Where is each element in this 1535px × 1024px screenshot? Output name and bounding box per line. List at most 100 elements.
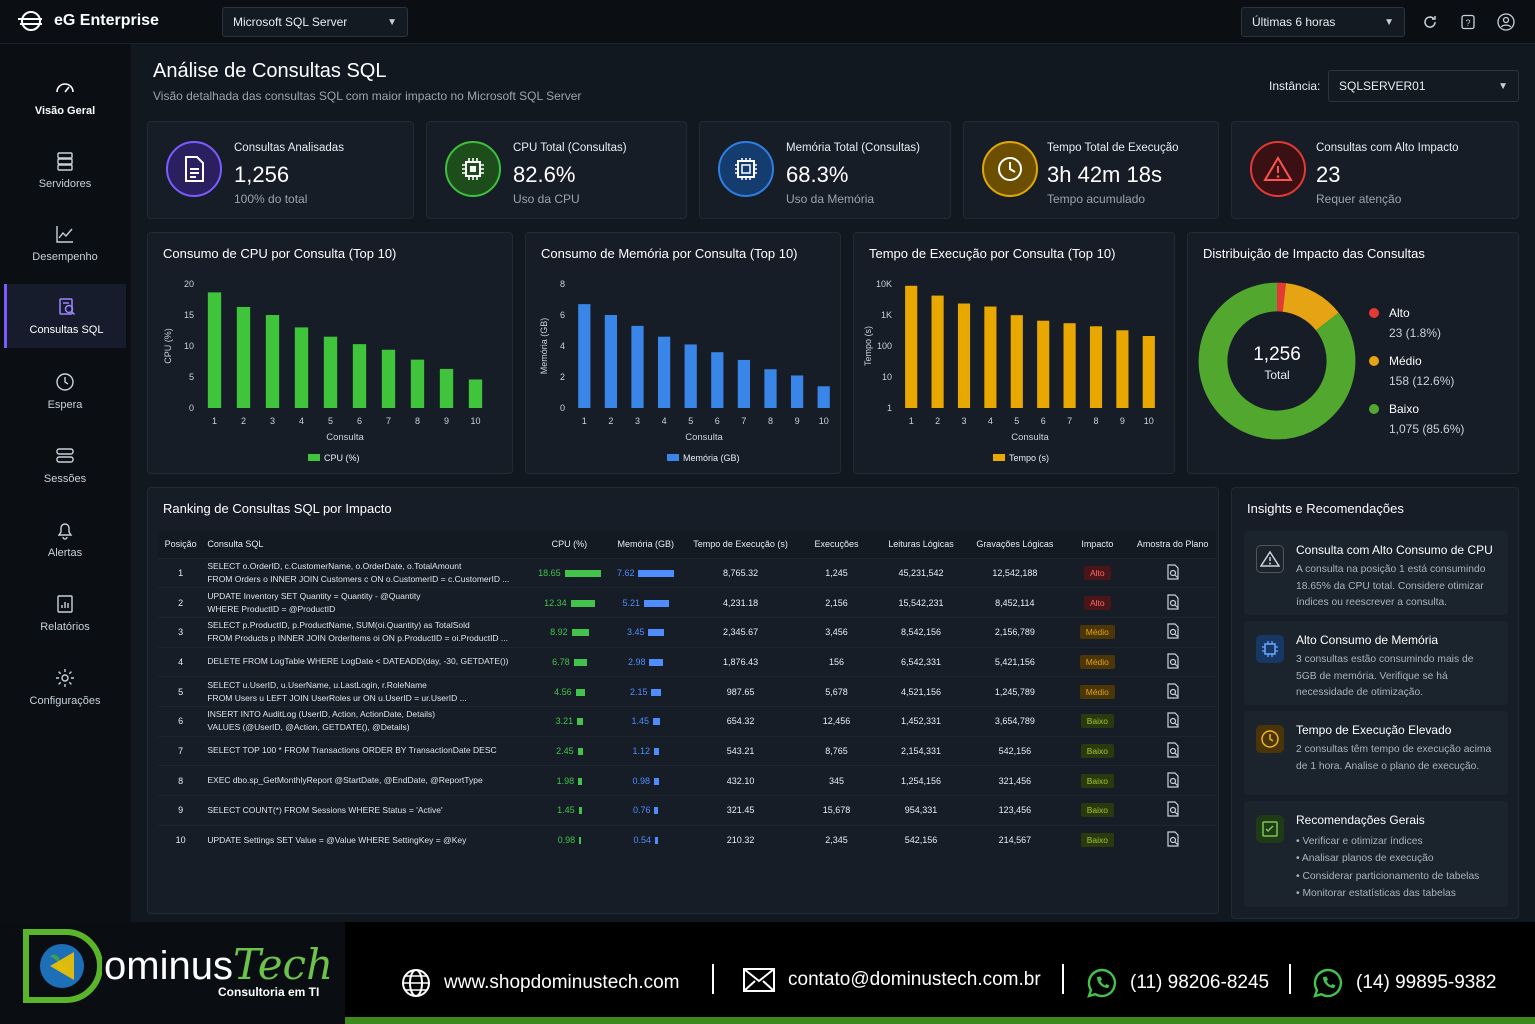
col-header[interactable]: Consulta SQL: [203, 530, 534, 558]
col-header[interactable]: Execuções: [795, 530, 878, 558]
contact-website[interactable]: www.shopdominustech.com: [400, 967, 680, 999]
sidebar-item-label: Servidores: [38, 178, 92, 190]
cell-sql: UPDATE Settings SET Value = @Value WHERE…: [203, 824, 534, 855]
col-header[interactable]: Amostra do Plano: [1129, 530, 1216, 558]
legend-value: 23 (1.8%): [1389, 326, 1441, 340]
cell-plan[interactable]: [1129, 824, 1216, 855]
cell-time: 8,765.32: [685, 557, 796, 588]
cell-cpu: 2.45: [533, 735, 606, 766]
table-row[interactable]: 5 SELECT u.UserID, u.UserName, u.LastLogi…: [158, 676, 1216, 707]
cell-plan[interactable]: [1129, 557, 1216, 588]
sidebar-item-relatorios[interactable]: Relatórios: [4, 581, 126, 645]
sidebar-item-servidores[interactable]: Servidores: [4, 138, 126, 202]
contact-phone-2[interactable]: (14) 99895-9382: [1312, 967, 1497, 999]
plan-sample-icon[interactable]: [1166, 682, 1180, 699]
cell-plan[interactable]: [1129, 646, 1216, 677]
cell-plan[interactable]: [1129, 676, 1216, 707]
instance-select[interactable]: SQLSERVER01 ▼: [1328, 70, 1519, 102]
insight-cpu[interactable]: Consulta com Alto Consumo de CPU A consu…: [1244, 531, 1508, 615]
y-tick-label: 5: [189, 372, 194, 382]
plan-sample-icon[interactable]: [1166, 623, 1180, 639]
donut-slice: [1282, 283, 1339, 331]
x-tick-label: 8: [1093, 416, 1098, 426]
memory-chart-card: 0 2 4 6 8 1 2 3 4 5 6 7 8 9 10 Consulta Memória (GB) Memó…: [525, 232, 841, 474]
table-header-row: Posição Consulta SQL CPU (%) Memória (GB…: [158, 530, 1216, 558]
contact-phone-1[interactable]: (11) 98206-8245: [1086, 967, 1269, 999]
plan-sample-icon[interactable]: [1166, 772, 1180, 788]
col-header[interactable]: CPU (%): [533, 530, 606, 558]
user-button[interactable]: [1493, 9, 1519, 35]
sidebar-item-label: Relatórios: [40, 621, 90, 633]
sidebar-item-consultas-sql[interactable]: Consultas SQL: [4, 284, 126, 348]
cpu-bar: [577, 748, 583, 756]
plan-sample-icon[interactable]: [1166, 831, 1180, 847]
table-row[interactable]: 7 SELECT TOP 100 * FROM Transactions ORDE…: [158, 735, 1216, 766]
cell-time: 1,876.43: [685, 646, 796, 677]
sidebar-item-desempenho[interactable]: Desempenho: [4, 211, 126, 275]
col-header[interactable]: Posição: [158, 530, 204, 558]
cell-plan[interactable]: [1129, 765, 1216, 796]
cpu-bar: [570, 599, 595, 607]
bar: [1037, 320, 1050, 408]
sidebar-item-sessoes[interactable]: Sessões: [4, 433, 126, 497]
insight-memory[interactable]: Alto Consumo de Memória 3 consultas estã…: [1244, 621, 1508, 705]
plan-sample-icon[interactable]: [1166, 564, 1180, 580]
y-tick-label: 100: [877, 341, 892, 351]
table-row[interactable]: 9 SELECT COUNT(*) FROM Sessions WHERE Sta…: [158, 795, 1216, 826]
col-header[interactable]: Tempo de Execução (s): [685, 530, 796, 558]
plan-sample-icon[interactable]: [1166, 593, 1180, 610]
cell-cpu: 6.78: [533, 646, 606, 677]
kpi-sub: Uso da CPU: [513, 192, 580, 206]
cell-position: 5: [158, 676, 204, 707]
cell-plan[interactable]: [1129, 616, 1216, 648]
sidebar: Visão Geral Servidores Desempenho Consul…: [0, 44, 130, 944]
table-row[interactable]: 3 SELECT p.ProductID, p.ProductName, SUM(…: [158, 616, 1216, 648]
plan-sample-icon[interactable]: [1166, 742, 1180, 758]
sidebar-item-visao-geral[interactable]: Visão Geral: [4, 65, 126, 129]
plan-sample-icon[interactable]: [1166, 801, 1180, 817]
insight-bullets: • Verificar e otimizar índices • Analisa…: [1296, 833, 1496, 903]
cell-plan[interactable]: [1129, 587, 1216, 618]
cell-impact: Alto: [1065, 557, 1130, 588]
x-axis-label: Consulta: [1011, 432, 1049, 443]
impact-badge: Baixo: [1080, 714, 1114, 729]
sidebar-item-alertas[interactable]: Alertas: [4, 507, 126, 571]
sidebar-item-espera[interactable]: Espera: [4, 359, 126, 423]
x-tick-label: 8: [415, 416, 420, 426]
cell-plan[interactable]: [1129, 735, 1216, 766]
cell-plan[interactable]: [1129, 795, 1216, 826]
table-row[interactable]: 10 UPDATE Settings SET Value = @Value WHE…: [158, 824, 1216, 855]
insight-time[interactable]: Tempo de Execução Elevado 2 consultas tê…: [1244, 711, 1508, 795]
insight-general[interactable]: Recomendações Gerais • Verificar e otimi…: [1244, 801, 1508, 907]
table-row[interactable]: 6 INSERT INTO AuditLog (UserID, Action, A…: [158, 705, 1216, 737]
refresh-button[interactable]: [1417, 9, 1443, 35]
cell-impact: Médio: [1065, 616, 1130, 648]
x-tick-label: 9: [795, 416, 800, 426]
help-button[interactable]: ?: [1455, 9, 1481, 35]
table-row[interactable]: 4 DELETE FROM LogTable WHERE LogDate < DA…: [158, 646, 1216, 677]
cell-time: 321.45: [685, 795, 796, 826]
cell-executions: 12,456: [795, 705, 878, 737]
table-row[interactable]: 1 SELECT o.OrderID, c.CustomerName, o.Ord…: [158, 557, 1216, 588]
time-range-select[interactable]: Últimas 6 horas ▼: [1241, 7, 1405, 37]
bar: [578, 304, 591, 408]
cell-memory: 1.12: [605, 735, 686, 766]
table-row[interactable]: 8 EXEC dbo.sp_GetMonthlyReport @StartDate…: [158, 765, 1216, 796]
col-header[interactable]: Impacto: [1065, 530, 1130, 558]
contact-email[interactable]: contato@dominustech.com.br: [742, 967, 1041, 993]
sidebar-item-configuracoes[interactable]: Configurações: [4, 655, 126, 719]
col-header[interactable]: Memória (GB): [605, 530, 686, 558]
product-select[interactable]: Microsoft SQL Server ▼: [222, 7, 408, 37]
plan-sample-icon[interactable]: [1166, 653, 1180, 669]
accent-stripe: [345, 1017, 1535, 1024]
cell-sql: SELECT TOP 100 * FROM Transactions ORDER…: [203, 735, 534, 766]
table-row[interactable]: 2 UPDATE Inventory SET Quantity = Quantit…: [158, 587, 1216, 618]
app-logo[interactable]: eG Enterprise: [16, 10, 159, 32]
col-header[interactable]: Leituras Lógicas: [877, 530, 965, 558]
col-header[interactable]: Gravações Lógicas: [964, 530, 1066, 558]
cell-plan[interactable]: [1129, 705, 1216, 737]
kpi-label: Memória Total (Consultas): [786, 142, 921, 154]
plan-sample-icon[interactable]: [1166, 712, 1180, 728]
memory-bar: [651, 688, 662, 696]
impact-badge: Alto: [1083, 595, 1111, 610]
